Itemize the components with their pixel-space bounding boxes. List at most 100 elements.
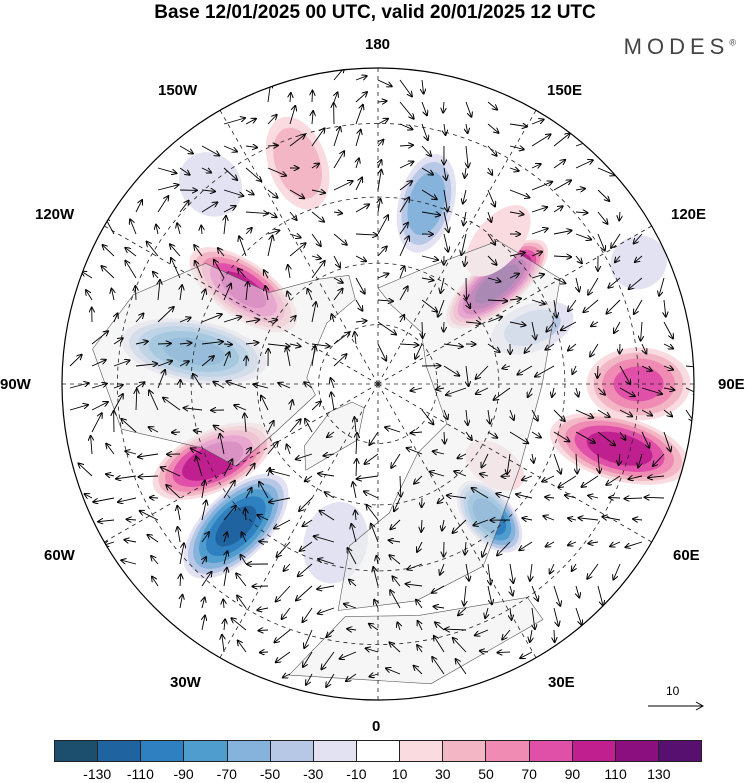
wind-vector [303, 651, 313, 667]
wind-vector [267, 189, 278, 198]
wind-vector [326, 673, 335, 687]
wind-vector [497, 541, 511, 556]
wind-vector [224, 568, 227, 587]
wind-vector [311, 164, 319, 169]
wind-vector [179, 318, 191, 323]
wind-vector [434, 636, 445, 653]
wind-vector [553, 409, 565, 421]
wind-vector [487, 189, 495, 206]
wind-vector [267, 230, 279, 234]
wind-vector [278, 383, 291, 389]
wind-vector [331, 392, 334, 411]
wind-vector [308, 289, 313, 301]
wind-vector [356, 459, 357, 477]
land-north-america [92, 262, 356, 467]
wind-vector [355, 255, 366, 261]
wind-vector [223, 206, 236, 213]
wind-vector [179, 201, 189, 213]
wind-vector [522, 476, 533, 480]
wind-vector [488, 563, 491, 585]
lon-label-150w: 150W [158, 82, 198, 99]
wind-vector [619, 365, 630, 384]
wind-vector [163, 398, 181, 411]
wind-vector [194, 245, 203, 257]
wind-vector [253, 384, 269, 389]
wind-vector [303, 519, 313, 526]
wind-vector [135, 341, 148, 344]
wind-vector [510, 409, 514, 420]
colorbar-tick-label: 110 [604, 766, 627, 782]
wind-vector [590, 343, 599, 357]
wind-vector [91, 384, 107, 389]
wind-vector [641, 431, 649, 448]
wind-vector [399, 145, 413, 146]
wind-vector [615, 255, 620, 262]
wind-vector [377, 140, 383, 147]
wind-vector [385, 427, 401, 433]
wind-vector [296, 585, 313, 601]
wind-vector [333, 354, 347, 367]
wind-vector [597, 431, 615, 445]
map-title: Base 12/01/2025 00 UTC, valid 20/01/2025… [154, 2, 596, 23]
colorbar-swatch [356, 741, 401, 761]
wind-vector [223, 189, 243, 196]
lon-label-30e: 30E [548, 674, 575, 691]
wind-vector [531, 207, 547, 213]
wind-vector [400, 475, 401, 497]
wind-vector [157, 167, 176, 173]
wind-vector [351, 524, 357, 543]
wind-vector [311, 211, 324, 222]
vector-scale-label: 10 [666, 684, 680, 698]
wind-vector [151, 556, 159, 565]
wind-vector [390, 642, 401, 653]
meridian-line [77, 210, 379, 385]
wind-vector [91, 331, 108, 345]
wind-vector [196, 456, 203, 477]
wind-vector [180, 595, 183, 609]
wind-vector [270, 471, 291, 477]
wind-vector [180, 285, 182, 301]
wind-vector [509, 431, 528, 443]
wind-vector [399, 344, 418, 345]
wind-vector [542, 475, 555, 482]
wind-vector [269, 497, 291, 502]
wind-vector [444, 409, 448, 419]
wind-vector [79, 463, 93, 477]
wind-vector [355, 105, 363, 125]
graticule [62, 68, 694, 700]
wind-vector [267, 320, 277, 322]
wind-vector [98, 520, 115, 522]
wind-vector [416, 600, 423, 609]
wind-vector [150, 498, 159, 499]
wind-vector [610, 541, 621, 546]
wind-vector [466, 409, 468, 425]
wind-vector [304, 629, 313, 648]
wind-vector [482, 541, 489, 557]
wind-vector [487, 255, 497, 265]
wind-vector [277, 541, 291, 557]
wind-vector [91, 402, 108, 411]
wind-vector [399, 197, 409, 213]
wind-vector [628, 476, 643, 479]
wind-vector [179, 543, 184, 565]
wind-vector [417, 541, 423, 552]
colorbar-swatch [486, 741, 530, 761]
wind-vector [553, 160, 565, 169]
wind-vector [421, 519, 422, 532]
wind-vector [201, 202, 217, 213]
wind-vector [114, 313, 118, 323]
wind-vector [290, 93, 291, 103]
wind-vector [349, 580, 357, 587]
wind-vector [344, 604, 357, 609]
wind-vector [438, 299, 445, 317]
wind-vector [91, 413, 102, 433]
wind-vector [374, 600, 378, 609]
wind-vector [231, 618, 247, 631]
wind-vector [411, 432, 423, 433]
wind-vector [289, 189, 304, 198]
wind-vector [453, 638, 467, 653]
wind-vector [353, 482, 356, 499]
wind-vector [314, 536, 335, 543]
colorbar-swatch [313, 741, 357, 761]
wind-vector [194, 430, 203, 432]
